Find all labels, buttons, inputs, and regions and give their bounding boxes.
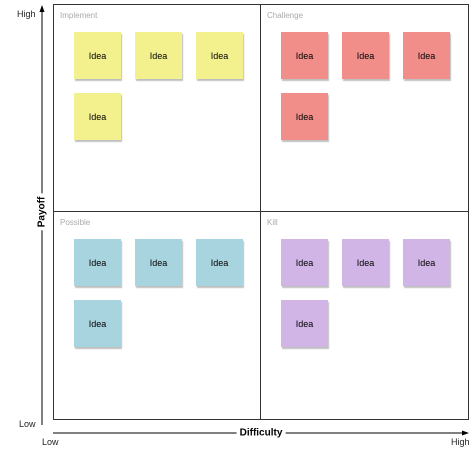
quadrant-label-implement: Implement (60, 11, 98, 20)
sticky-note[interactable]: Idea (135, 239, 182, 286)
notes-implement: Idea Idea Idea Idea (74, 32, 243, 140)
sticky-note[interactable]: Idea (403, 32, 450, 79)
y-axis-low-label: Low (19, 419, 36, 429)
priority-matrix: Implement Idea Idea Idea Idea Challenge … (53, 4, 469, 420)
sticky-note[interactable]: Idea (281, 239, 328, 286)
sticky-note[interactable]: Idea (342, 239, 389, 286)
sticky-note[interactable]: Idea (74, 300, 121, 347)
quadrant-label-challenge: Challenge (267, 11, 304, 20)
x-axis-high-label: High (451, 437, 470, 447)
notes-challenge: Idea Idea Idea Idea (281, 32, 450, 140)
sticky-note[interactable]: Idea (74, 32, 121, 79)
sticky-note[interactable]: Idea (196, 32, 243, 79)
sticky-note[interactable]: Idea (281, 300, 328, 347)
sticky-note[interactable]: Idea (135, 32, 182, 79)
sticky-note[interactable]: Idea (74, 93, 121, 140)
x-axis-title: Difficulty (236, 427, 286, 439)
sticky-note[interactable]: Idea (74, 239, 121, 286)
quadrant-possible: Possible Idea Idea Idea Idea (54, 212, 261, 419)
notes-possible: Idea Idea Idea Idea (74, 239, 243, 347)
quadrant-label-kill: Kill (267, 218, 278, 227)
sticky-note[interactable]: Idea (342, 32, 389, 79)
y-axis-title: Payoff (36, 193, 48, 231)
y-axis-high-label: High (17, 9, 36, 19)
notes-kill: Idea Idea Idea Idea (281, 239, 450, 347)
sticky-note[interactable]: Idea (281, 93, 328, 140)
x-axis-low-label: Low (42, 437, 59, 447)
sticky-note[interactable]: Idea (281, 32, 328, 79)
sticky-note[interactable]: Idea (403, 239, 450, 286)
quadrant-implement: Implement Idea Idea Idea Idea (54, 5, 261, 212)
y-axis-arrowhead (39, 5, 45, 12)
sticky-note[interactable]: Idea (196, 239, 243, 286)
x-axis-arrowhead (462, 430, 469, 436)
quadrant-challenge: Challenge Idea Idea Idea Idea (261, 5, 468, 212)
quadrant-kill: Kill Idea Idea Idea Idea (261, 212, 468, 419)
quadrant-label-possible: Possible (60, 218, 91, 227)
